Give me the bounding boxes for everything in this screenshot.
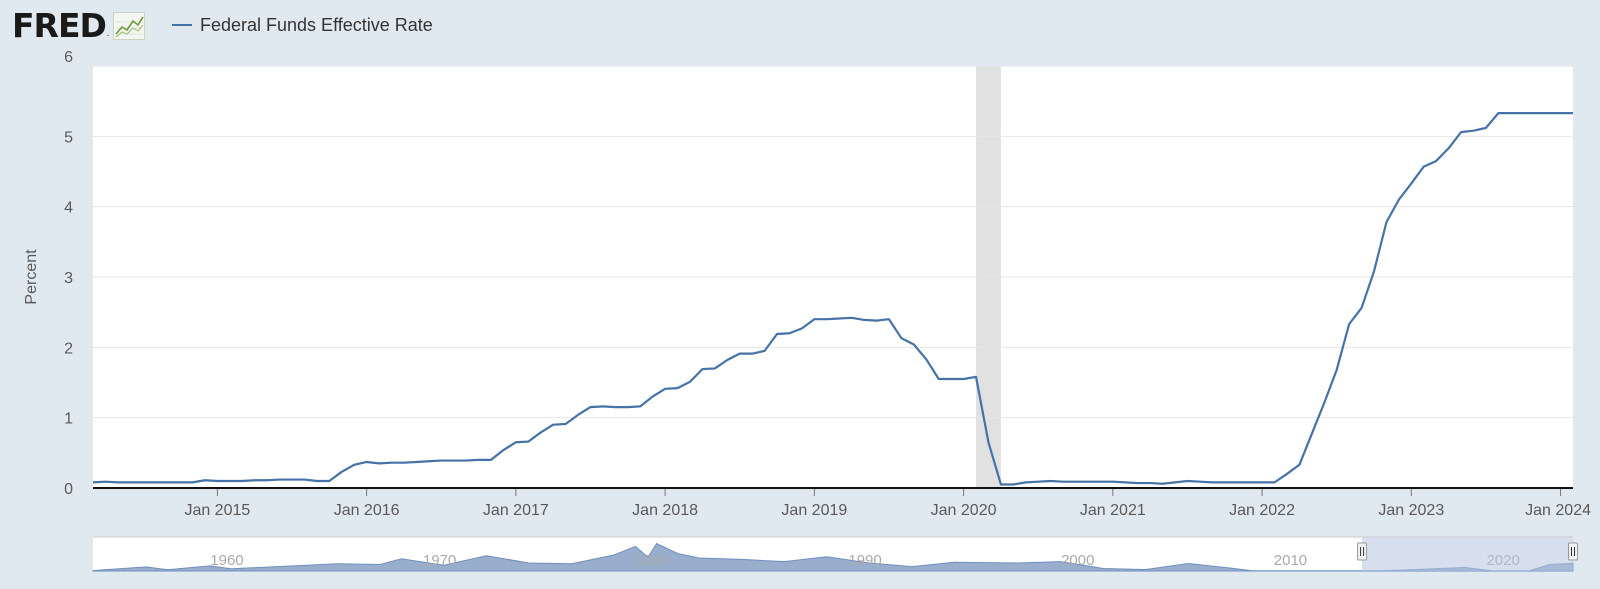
- fred-logo[interactable]: FRED .: [12, 5, 146, 45]
- line-chart-icon: [113, 12, 146, 40]
- y-axis-ticks: 0 1 2 3 4 5 6: [64, 49, 73, 498]
- navigator-year-label: 1970: [423, 552, 456, 569]
- navigator[interactable]: 1960197019801990200020102020: [92, 536, 1578, 572]
- logo-registered-mark: .: [106, 28, 110, 38]
- x-tick-label: Jan 2024: [1525, 502, 1591, 519]
- y-tick-label: 0: [64, 481, 73, 498]
- logo-text: FRED: [12, 5, 107, 45]
- navigator-left-handle[interactable]: [1357, 542, 1368, 561]
- handle-grip: [1568, 542, 1578, 561]
- x-axis-ticks: Jan 2015 Jan 2016 Jan 2017 Jan 2018 Jan 2019…: [184, 488, 1591, 519]
- gridlines: [93, 65, 1573, 419]
- y-tick-label: 5: [64, 129, 73, 146]
- x-tick-label: Jan 2023: [1378, 502, 1444, 519]
- navigator-year-label: 2010: [1274, 552, 1307, 569]
- navigator-year-label: 1990: [848, 552, 881, 569]
- navigator-selection[interactable]: [1362, 537, 1573, 571]
- y-axis-label: Percent: [23, 249, 40, 305]
- y-tick-label: 4: [64, 200, 73, 217]
- x-tick-label: Jan 2015: [184, 502, 250, 519]
- x-tick-label: Jan 2021: [1080, 502, 1146, 519]
- handle-grip: [1357, 542, 1368, 561]
- x-tick-label: Jan 2017: [483, 502, 549, 519]
- y-tick-label: 2: [64, 340, 73, 357]
- series-line[interactable]: [92, 112, 1573, 486]
- navigator-right-handle[interactable]: [1568, 542, 1578, 561]
- y-tick-label: 6: [64, 49, 73, 66]
- x-tick-label: Jan 2020: [931, 502, 997, 519]
- y-tick-label: 3: [64, 270, 73, 287]
- x-tick-label: Jan 2022: [1229, 502, 1295, 519]
- legend-swatch: [172, 24, 192, 26]
- x-tick-label: Jan 2018: [632, 502, 698, 519]
- navigator-year-label: 1960: [210, 552, 243, 569]
- navigator-year-label: 1980: [636, 552, 669, 569]
- navigator-year-label: 2000: [1061, 552, 1094, 569]
- x-tick-label: Jan 2019: [781, 502, 847, 519]
- y-tick-label: 1: [64, 411, 73, 428]
- legend-item[interactable]: Federal Funds Effective Rate: [172, 12, 433, 38]
- x-tick-label: Jan 2016: [334, 502, 400, 519]
- legend-label: Federal Funds Effective Rate: [200, 14, 433, 35]
